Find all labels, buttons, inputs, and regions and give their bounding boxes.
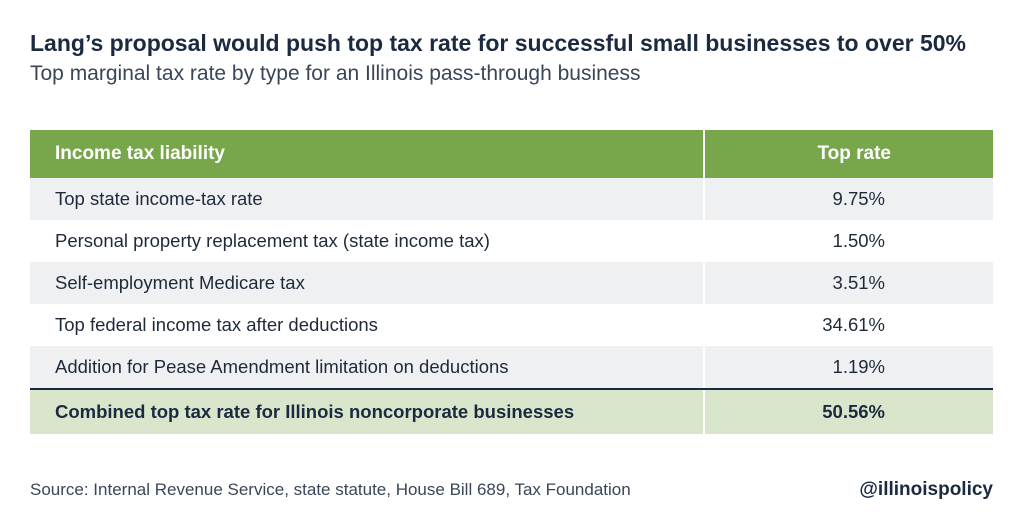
table-row: Addition for Pease Amendment limitation …	[30, 346, 993, 388]
chart-title: Lang’s proposal would push top tax rate …	[30, 30, 967, 56]
row-label: Addition for Pease Amendment limitation …	[55, 356, 509, 377]
row-label: Top state income-tax rate	[55, 188, 263, 209]
table-row: Top federal income tax after deductions …	[30, 304, 993, 346]
row-value: 9.75%	[703, 178, 993, 220]
table-row: Self-employment Medicare tax 3.51%	[30, 262, 993, 304]
row-value: 1.50%	[703, 220, 993, 262]
table-header-row: Income tax liability Top rate	[30, 130, 993, 178]
row-label: Top federal income tax after deductions	[55, 314, 378, 335]
header-income-tax-liability: Income tax liability	[55, 143, 225, 164]
row-value: 3.51%	[703, 262, 993, 304]
chart-subtitle: Top marginal tax rate by type for an Ill…	[30, 62, 641, 85]
table-row: Top state income-tax rate 9.75%	[30, 178, 993, 220]
table-row: Personal property replacement tax (state…	[30, 220, 993, 262]
row-label: Personal property replacement tax (state…	[55, 230, 490, 251]
total-label: Combined top tax rate for Illinois nonco…	[55, 401, 575, 422]
row-label: Self-employment Medicare tax	[55, 272, 305, 293]
table-total-row: Combined top tax rate for Illinois nonco…	[30, 388, 993, 434]
source-note: Source: Internal Revenue Service, state …	[30, 480, 631, 499]
row-value: 34.61%	[703, 304, 993, 346]
row-value: 1.19%	[703, 346, 993, 388]
tax-rate-table: Income tax liability Top rate Top state …	[30, 130, 993, 434]
header-top-rate: Top rate	[703, 130, 993, 178]
total-value: 50.56%	[703, 390, 993, 434]
social-handle: @illinoispolicy	[859, 479, 993, 500]
